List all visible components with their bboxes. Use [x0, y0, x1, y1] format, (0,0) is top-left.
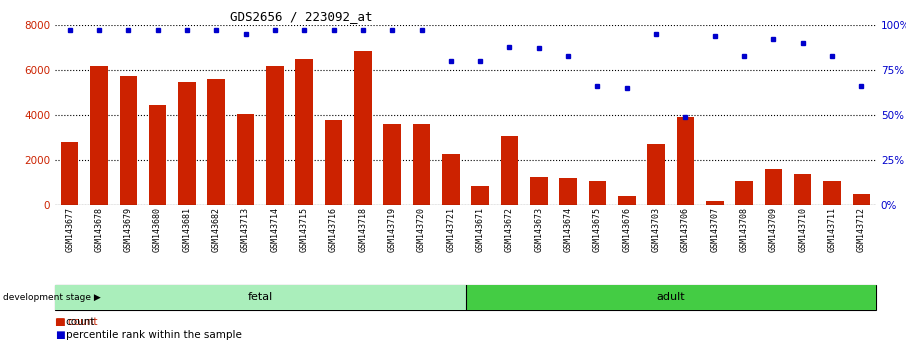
Bar — [466, 285, 876, 310]
Bar — [471, 186, 489, 205]
Bar — [794, 173, 812, 205]
Text: GSM143714: GSM143714 — [270, 207, 279, 252]
Bar — [765, 169, 782, 205]
Text: percentile rank within the sample: percentile rank within the sample — [66, 330, 242, 340]
Text: GSM143708: GSM143708 — [739, 207, 748, 252]
Text: development stage ▶: development stage ▶ — [3, 293, 101, 302]
Bar — [236, 114, 255, 205]
Bar — [354, 51, 371, 205]
Text: GSM143673: GSM143673 — [535, 207, 544, 252]
Text: GSM143718: GSM143718 — [359, 207, 367, 252]
Bar — [853, 194, 870, 205]
Text: ■: ■ — [55, 317, 64, 327]
Bar — [120, 76, 137, 205]
Bar — [559, 178, 577, 205]
Bar — [706, 200, 724, 205]
Bar — [91, 65, 108, 205]
Text: GSM143677: GSM143677 — [65, 207, 74, 252]
Text: GSM143672: GSM143672 — [505, 207, 514, 252]
Text: GSM143710: GSM143710 — [798, 207, 807, 252]
Bar — [413, 124, 430, 205]
Bar — [824, 181, 841, 205]
Bar — [295, 59, 313, 205]
Text: GSM143720: GSM143720 — [417, 207, 426, 252]
Text: GSM143703: GSM143703 — [651, 207, 660, 252]
Bar — [61, 142, 79, 205]
Bar — [618, 195, 636, 205]
Text: GSM143716: GSM143716 — [329, 207, 338, 252]
Text: GSM143674: GSM143674 — [564, 207, 573, 252]
Text: GSM143715: GSM143715 — [300, 207, 309, 252]
Text: GSM143678: GSM143678 — [94, 207, 103, 252]
Bar — [501, 136, 518, 205]
Text: GSM143709: GSM143709 — [769, 207, 778, 252]
Text: GSM143711: GSM143711 — [827, 207, 836, 252]
Bar — [589, 181, 606, 205]
Text: GSM143712: GSM143712 — [857, 207, 866, 252]
Text: GSM143675: GSM143675 — [593, 207, 602, 252]
Text: GSM143719: GSM143719 — [388, 207, 397, 252]
Text: GSM143680: GSM143680 — [153, 207, 162, 252]
Text: GDS2656 / 223092_at: GDS2656 / 223092_at — [230, 10, 372, 23]
Bar — [442, 154, 459, 205]
Text: ■ count: ■ count — [55, 317, 98, 327]
Bar — [207, 79, 225, 205]
Bar — [324, 120, 342, 205]
Bar — [149, 105, 167, 205]
Text: count: count — [66, 317, 95, 327]
Bar — [530, 177, 547, 205]
Bar — [383, 124, 401, 205]
Bar — [677, 117, 694, 205]
Text: adult: adult — [657, 292, 685, 303]
Text: GSM143681: GSM143681 — [182, 207, 191, 252]
Bar — [55, 285, 466, 310]
Text: GSM143721: GSM143721 — [447, 207, 456, 252]
Text: GSM143706: GSM143706 — [681, 207, 689, 252]
Bar — [266, 65, 284, 205]
Text: ■: ■ — [55, 330, 64, 340]
Bar — [178, 82, 196, 205]
Text: fetal: fetal — [247, 292, 273, 303]
Text: GSM143679: GSM143679 — [124, 207, 133, 252]
Bar — [736, 181, 753, 205]
Text: GSM143707: GSM143707 — [710, 207, 719, 252]
Text: GSM143676: GSM143676 — [622, 207, 631, 252]
Text: GSM143671: GSM143671 — [476, 207, 485, 252]
Text: GSM143682: GSM143682 — [212, 207, 221, 252]
Text: GSM143713: GSM143713 — [241, 207, 250, 252]
Bar — [647, 144, 665, 205]
